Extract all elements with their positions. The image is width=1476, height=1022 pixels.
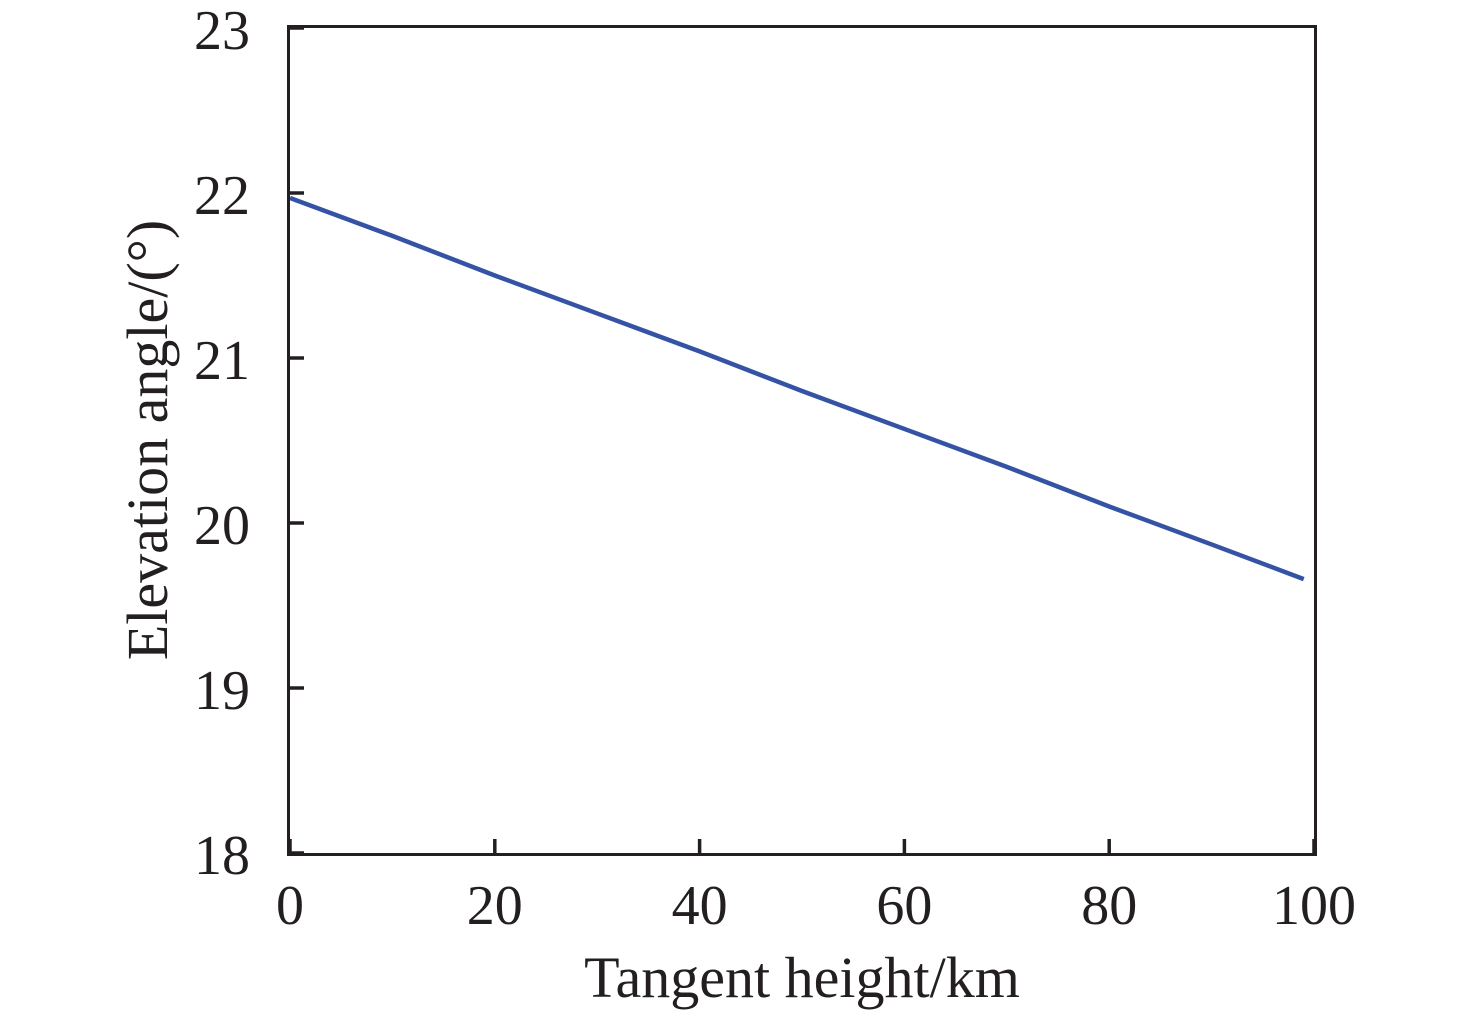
y-tick-labels: 18 19 20 21 22 23 [0,3,268,884]
y-tick-label: 23 [194,0,250,62]
plot-canvas [290,28,1314,853]
y-tick-label: 20 [194,495,250,557]
x-tick-label: 20 [466,875,523,937]
y-tick-label: 22 [194,165,250,227]
x-axis-title: Tangent height/km [584,945,1020,1010]
x-tick-label: 100 [1272,875,1356,937]
x-tick-label: 40 [671,875,728,937]
y-tick-label: 19 [194,660,250,722]
plot-area [287,25,1317,856]
x-tick-label: 80 [1081,875,1138,937]
y-tick-label: 18 [194,825,250,887]
y-tick-label: 21 [194,330,250,392]
x-tick-labels: 0 20 40 60 80 100 [276,856,1356,937]
x-tick-label: 60 [876,875,933,937]
series-line [290,195,1305,582]
x-tick-label: 0 [276,875,304,937]
